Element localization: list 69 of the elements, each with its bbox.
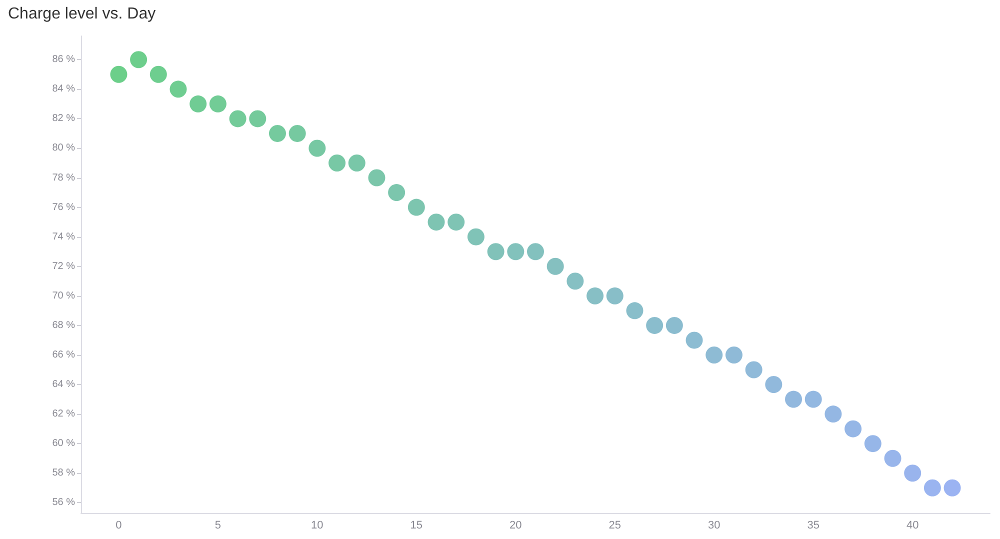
- point: [666, 316, 683, 334]
- x-tick-label: 0: [116, 520, 122, 532]
- point: [190, 95, 207, 112]
- point: [348, 154, 366, 172]
- point: [586, 287, 604, 304]
- point: [308, 140, 326, 157]
- point: [110, 66, 128, 83]
- y-tick-label: 76 %: [52, 202, 76, 213]
- point: [170, 80, 187, 98]
- x-tick-label: 10: [311, 520, 324, 532]
- point: [229, 110, 246, 128]
- point: [467, 228, 484, 246]
- y-tick-label: 70 %: [52, 290, 76, 302]
- point: [606, 287, 624, 304]
- point: [150, 66, 167, 83]
- point: [566, 272, 584, 290]
- point: [864, 435, 882, 452]
- point: [844, 420, 862, 438]
- point: [328, 154, 346, 172]
- x-tick-label: 40: [906, 520, 919, 532]
- y-tick-label: 60 %: [52, 438, 76, 450]
- point: [904, 464, 922, 482]
- x-tick-label: 15: [410, 520, 423, 532]
- point: [745, 361, 762, 378]
- point: [507, 243, 524, 260]
- x-tick-label: 25: [608, 520, 622, 532]
- point: [686, 332, 703, 349]
- x-tick-label: 30: [708, 520, 720, 532]
- point: [487, 243, 504, 260]
- point: [527, 243, 544, 260]
- y-tick-label: 66 %: [52, 349, 76, 360]
- point: [884, 450, 902, 467]
- point: [626, 302, 644, 320]
- x-tick-label: 35: [807, 520, 820, 532]
- y-tick-label: 64 %: [52, 379, 76, 390]
- point: [944, 479, 961, 496]
- point: [546, 258, 564, 275]
- point: [368, 169, 386, 186]
- point: [249, 110, 266, 128]
- x-tick-label: 5: [214, 520, 222, 532]
- point: [408, 198, 425, 216]
- chart-title: Charge level vs. Day: [8, 6, 156, 22]
- point: [388, 184, 406, 202]
- point: [288, 124, 306, 142]
- point: [269, 124, 286, 142]
- y-tick-label: 56 %: [52, 497, 76, 508]
- point: [785, 390, 802, 408]
- y-tick-label: 58 %: [52, 468, 76, 479]
- y-tick-label: 84 %: [52, 84, 76, 95]
- y-tick-label: 86 %: [52, 54, 76, 66]
- point: [209, 95, 226, 112]
- y-tick-label: 74 %: [52, 231, 76, 242]
- point: [824, 406, 842, 423]
- point: [130, 51, 148, 68]
- point: [804, 390, 822, 408]
- point: [725, 346, 742, 364]
- point: [765, 376, 782, 394]
- point: [924, 479, 941, 496]
- y-tick-label: 68 %: [52, 320, 76, 331]
- y-tick-label: 82 %: [52, 113, 76, 124]
- point: [706, 346, 723, 364]
- point: [646, 316, 664, 334]
- point: [448, 214, 465, 231]
- y-tick-label: 80 %: [52, 142, 76, 154]
- point: [428, 214, 445, 231]
- y-tick-label: 62 %: [52, 408, 76, 420]
- x-tick-label: 20: [510, 520, 522, 532]
- y-tick-label: 78 %: [52, 172, 76, 184]
- y-tick-label: 72 %: [52, 260, 76, 272]
